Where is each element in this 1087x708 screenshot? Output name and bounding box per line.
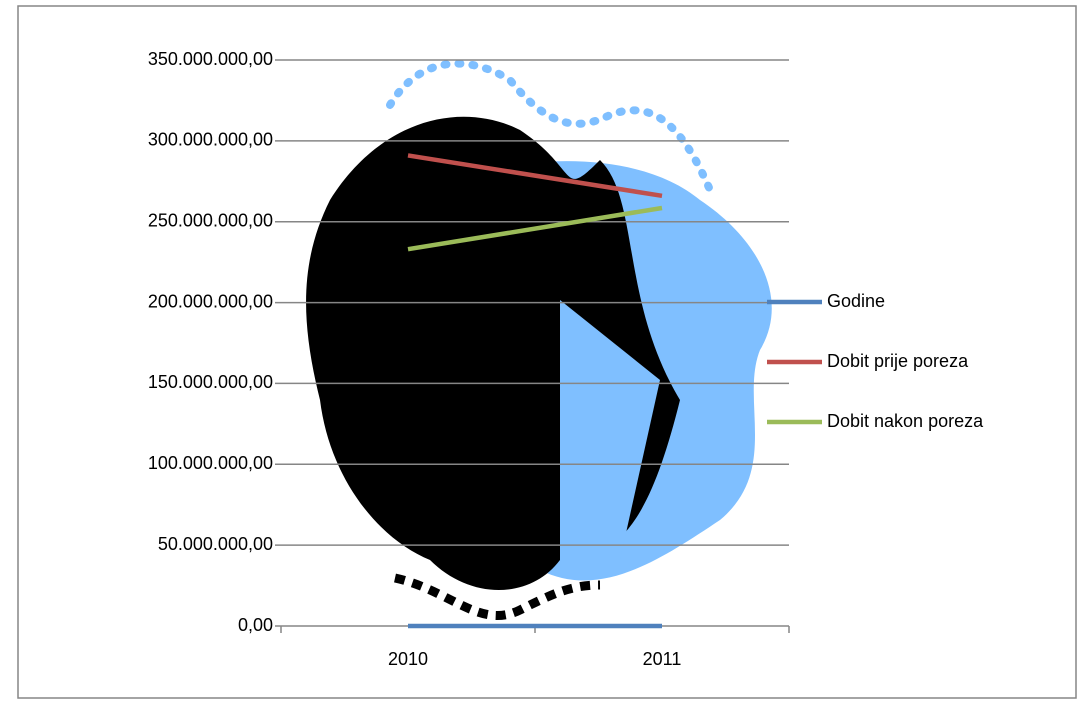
y-tick-label: 250.000.000,00 <box>148 210 273 230</box>
y-tick-label: 300.000.000,00 <box>148 130 273 150</box>
y-tick-label: 350.000.000,00 <box>148 49 273 69</box>
x-tick-label: 2011 <box>643 649 682 669</box>
legend-label: Dobit nakon poreza <box>827 411 984 431</box>
y-tick-label: 100.000.000,00 <box>148 453 273 473</box>
series-line <box>407 153 663 199</box>
x-tick-label: 2010 <box>388 649 428 669</box>
background-clipart <box>306 59 772 620</box>
legend-label: Dobit prije poreza <box>827 351 969 371</box>
legend-label: Godine <box>827 291 885 311</box>
y-tick-label: 150.000.000,00 <box>148 372 273 392</box>
y-tick-label: 50.000.000,00 <box>158 534 273 554</box>
y-tick-label: 0,00 <box>238 615 273 635</box>
series-line <box>407 205 663 252</box>
y-tick-label: 200.000.000,00 <box>148 291 273 311</box>
